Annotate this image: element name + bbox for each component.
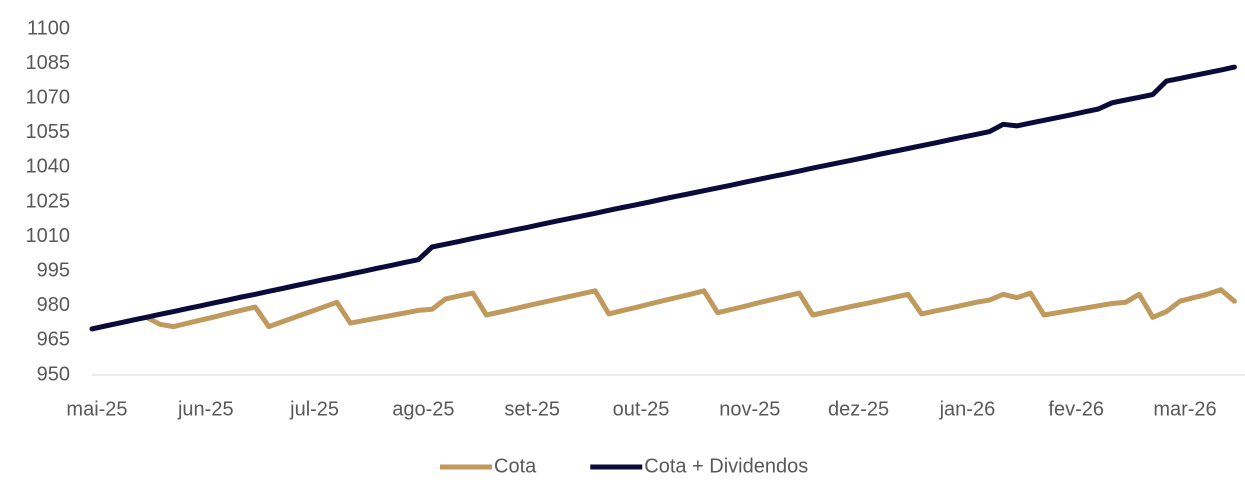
y-tick-label: 965 xyxy=(37,329,70,351)
x-tick-label: dez-25 xyxy=(828,398,889,420)
line-series xyxy=(89,64,1237,332)
x-tick-label: jan-26 xyxy=(939,398,996,420)
y-tick-label: 1085 xyxy=(26,52,71,74)
x-tick-label: out-25 xyxy=(613,398,670,420)
legend-label: Cota + Dividendos xyxy=(644,455,808,477)
x-tick-label: set-25 xyxy=(504,398,560,420)
y-tick-label: 980 xyxy=(37,294,70,316)
x-tick-label: jun-25 xyxy=(177,398,234,420)
x-tick-label: mar-26 xyxy=(1153,398,1216,420)
y-tick-label: 1040 xyxy=(26,156,71,178)
y-tick-label: 1055 xyxy=(26,121,71,143)
y-tick-label: 1100 xyxy=(27,17,70,39)
y-tick-label: 1010 xyxy=(26,225,71,247)
line-series xyxy=(89,287,1237,332)
legend-label: Cota xyxy=(494,455,537,477)
x-tick-label: ago-25 xyxy=(392,398,454,420)
y-tick-label: 950 xyxy=(37,363,70,385)
x-tick-label: mai-25 xyxy=(66,398,127,420)
x-tick-label: nov-25 xyxy=(719,398,780,420)
x-tick-label: jul-25 xyxy=(289,398,339,420)
y-tick-label: 1025 xyxy=(26,190,71,212)
y-tick-label: 995 xyxy=(37,259,70,281)
y-tick-label: 1070 xyxy=(26,86,71,108)
x-tick-label: fev-26 xyxy=(1048,398,1104,420)
